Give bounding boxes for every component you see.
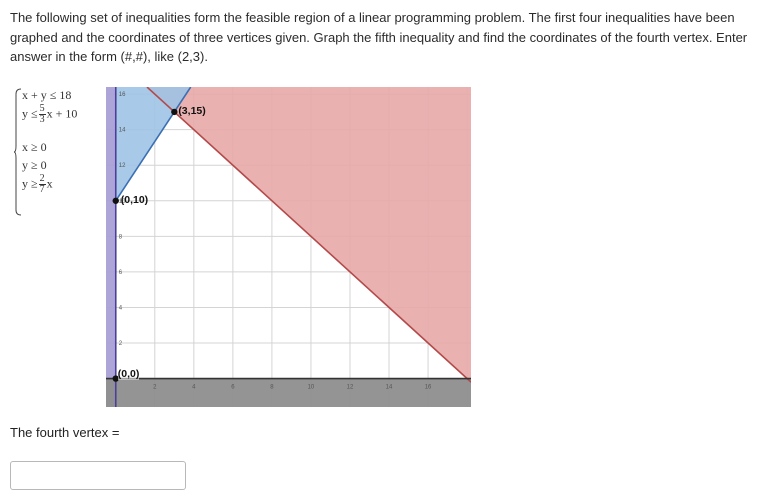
inequality-2: y ≤5 3 x + 10 xyxy=(22,104,77,125)
vertex-label: (0,10) xyxy=(120,193,149,206)
answer-label: The fourth vertex = xyxy=(10,425,120,440)
x-tick-label: 8 xyxy=(270,385,274,391)
inequality-1: x + y ≤ 18 xyxy=(22,88,72,102)
feasible-region-graph[interactable]: 2 4 6 8 10 12 14 16 2 4 6 8 10 12 14 16 (3,15) (0,10) (0,… xyxy=(106,87,471,407)
x-tick-label: 10 xyxy=(308,385,315,391)
y-tick-label: 16 xyxy=(119,92,126,98)
inequality-5-denominator: 7 xyxy=(39,184,45,195)
y-tick-label: 8 xyxy=(119,234,123,240)
inequality-2-numerator: 5 xyxy=(38,103,46,115)
answer-input[interactable] xyxy=(10,461,186,490)
boundary-y-5-3x-10 xyxy=(115,87,192,202)
vertex-point xyxy=(112,197,119,204)
inequality-5-rhs: x xyxy=(46,176,53,191)
x-tick-label: 16 xyxy=(425,385,432,391)
y-tick-label: 6 xyxy=(119,270,123,276)
inequality-4: y ≥ 0 xyxy=(22,158,47,172)
y-tick-label: 4 xyxy=(119,305,123,311)
inequality-5-numerator: 2 xyxy=(38,173,46,185)
y-tick-label: 12 xyxy=(119,163,126,169)
graph-canvas[interactable]: 2 4 6 8 10 12 14 16 2 4 6 8 10 12 14 16 xyxy=(106,87,471,407)
inequality-system: x + y ≤ 18 y ≤5 3 x + 10 x ≥ 0 y ≥ 0 y ≥2 7… xyxy=(14,88,106,216)
left-brace-icon xyxy=(14,88,22,216)
y-tick-label: 2 xyxy=(119,341,123,347)
x-tick-label: 6 xyxy=(231,385,235,391)
region-x-le-0 xyxy=(106,87,116,407)
y-tick-label: 10 xyxy=(119,199,126,205)
inequality-5: y ≥2 7 x xyxy=(22,174,53,195)
x-tick-label: 2 xyxy=(153,385,157,391)
vertex-point xyxy=(112,375,119,382)
vertex-point xyxy=(171,108,178,116)
vertex-label: (0,0) xyxy=(117,367,140,380)
inequality-2-lhs: y ≤ xyxy=(22,106,38,121)
inequality-2-denominator: 3 xyxy=(39,114,45,125)
inequality-3: x ≥ 0 xyxy=(22,140,47,154)
vertex-label: (3,15) xyxy=(178,104,206,117)
x-tick-label: 12 xyxy=(347,385,354,391)
boundary-x-plus-y-18 xyxy=(146,87,471,383)
question-text: The following set of inequalities form t… xyxy=(10,10,748,64)
inequality-5-lhs: y ≥ xyxy=(22,176,38,191)
inequality-2-rhs: x + 10 xyxy=(46,106,78,121)
region-y-le-0 xyxy=(106,378,471,407)
x-tick-label: 4 xyxy=(192,385,196,391)
y-tick-label: 14 xyxy=(119,128,126,134)
x-tick-label: 14 xyxy=(386,385,393,391)
